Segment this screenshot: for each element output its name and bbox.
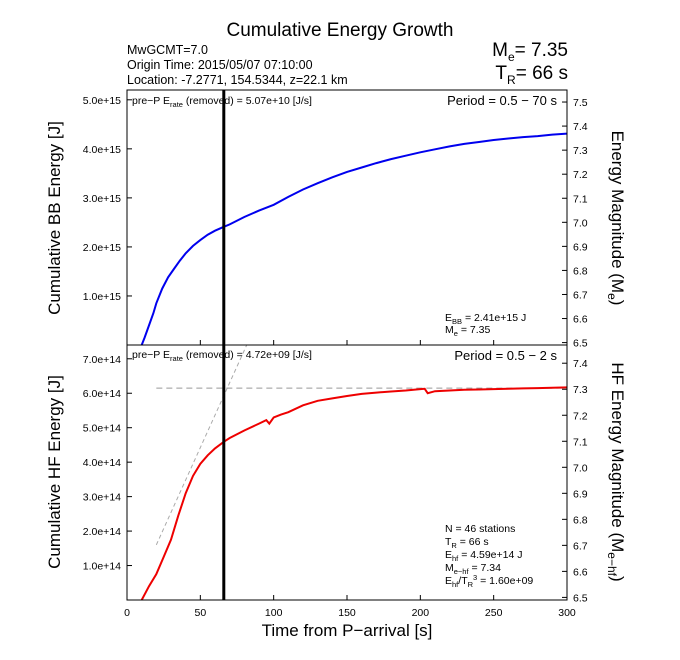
top-y2-axis-label: Energy Magnitude (Me) — [605, 131, 627, 306]
y2-tick-label: 6.6 — [573, 314, 588, 326]
origin-time-text: Origin Time: 2015/05/07 07:10:00 — [127, 58, 313, 72]
y-tick-label: 4.0e+15 — [83, 144, 121, 156]
bottom-y2-axis-label: HF Energy Magnitude (Me−hf) — [605, 362, 627, 581]
y2-tick-label: 7.2 — [573, 169, 588, 181]
x-tick-label: 50 — [194, 607, 206, 619]
x-tick-label: 300 — [558, 607, 576, 619]
bottom-y-axis-label: Cumulative HF Energy [J] — [45, 375, 64, 569]
energy-magnitude-readout: Me= 7.35 — [492, 40, 568, 64]
y2-tick-label: 7.2 — [573, 410, 588, 422]
station-count-text: N = 46 stations — [445, 523, 515, 535]
ehf-stat-text: Ehf = 4.59e+14 J — [445, 549, 523, 563]
top-period-text: Period = 0.5 − 70 s — [447, 93, 557, 108]
location-text: Location: -7.2771, 154.5344, z=22.1 km — [127, 73, 348, 87]
y-tick-label: 5.0e+14 — [83, 423, 121, 435]
mehf-stat-text: Me−hf = 7.34 — [445, 562, 501, 576]
x-tick-label: 100 — [265, 607, 283, 619]
hf-stats-annotation: N = 46 stations TR = 66 s Ehf = 4.59e+14… — [445, 523, 533, 589]
y-tick-label: 2.0e+14 — [83, 526, 121, 538]
ratio-stat-text: Ehf/TR3 = 1.60e+09 — [445, 573, 533, 589]
y2-tick-label: 7.1 — [573, 436, 588, 448]
me-annotation: Me = 7.35 — [445, 324, 490, 338]
y-tick-label: 3.0e+14 — [83, 492, 121, 504]
top-panel: 1.0e+15 2.0e+15 3.0e+15 4.0e+15 5.0e+15 6.5 6… — [45, 89, 627, 350]
hf-energy-series-line — [140, 386, 567, 600]
top-y-axis-label: Cumulative BB Energy [J] — [45, 121, 64, 315]
y2-tick-label: 6.8 — [573, 514, 588, 526]
growth-fit-line — [155, 345, 248, 546]
x-tick-label: 150 — [338, 607, 356, 619]
chart-title: Cumulative Energy Growth — [226, 20, 454, 41]
y-tick-label: 1.0e+14 — [83, 561, 121, 573]
y2-tick-label: 6.5 — [573, 338, 588, 350]
y2-tick-label: 7.4 — [573, 358, 588, 370]
x-axis-label: Time from P−arrival [s] — [262, 621, 433, 640]
y2-tick-label: 7.0 — [573, 217, 588, 229]
x-tick-label: 250 — [485, 607, 503, 619]
y2-tick-label: 7.5 — [573, 97, 588, 109]
top-panel-frame — [126, 89, 568, 346]
y2-tick-label: 6.8 — [573, 265, 588, 277]
y2-tick-label: 7.4 — [573, 121, 588, 133]
bottom-period-text: Period = 0.5 − 2 s — [454, 348, 557, 363]
x-tick-label: 0 — [124, 607, 130, 619]
y-tick-label: 5.0e+15 — [83, 95, 121, 107]
y-tick-label: 4.0e+14 — [83, 457, 121, 469]
y2-tick-label: 7.3 — [573, 384, 588, 396]
y2-tick-label: 6.9 — [573, 241, 588, 253]
y-tick-label: 1.0e+15 — [83, 291, 121, 303]
y2-tick-label: 6.7 — [573, 289, 588, 301]
tr-stat-text: TR = 66 s — [445, 536, 489, 550]
bottom-panel: 0 50 100 150 200 250 300 1.0e+14 2.0e+14 3.0e+14… — [45, 344, 627, 640]
bottom-panel-frame — [126, 344, 568, 601]
y-tick-label: 7.0e+14 — [83, 354, 121, 366]
bb-energy-series-line — [140, 132, 567, 345]
y2-tick-label: 7.1 — [573, 193, 588, 205]
y2-tick-label: 6.5 — [573, 592, 588, 604]
bottom-rate-text: pre−P Erate (removed) = 4.72e+09 [J/s] — [132, 349, 312, 363]
event-magnitude-text: MwGCMT=7.0 — [127, 43, 208, 57]
rupture-duration-readout: TR= 66 s — [495, 63, 568, 87]
y2-tick-label: 6.7 — [573, 540, 588, 552]
y-tick-label: 3.0e+15 — [83, 193, 121, 205]
y2-tick-label: 6.6 — [573, 566, 588, 578]
top-rate-text: pre−P Erate (removed) = 5.07e+10 [J/s] — [132, 95, 312, 109]
x-tick-label: 200 — [412, 607, 430, 619]
ebb-annotation: EBB = 2.41e+15 J — [445, 312, 526, 326]
y2-tick-label: 7.0 — [573, 462, 588, 474]
y-tick-label: 2.0e+15 — [83, 242, 121, 254]
y2-tick-label: 7.3 — [573, 145, 588, 157]
y-tick-label: 6.0e+14 — [83, 388, 121, 400]
y2-tick-label: 6.9 — [573, 488, 588, 500]
